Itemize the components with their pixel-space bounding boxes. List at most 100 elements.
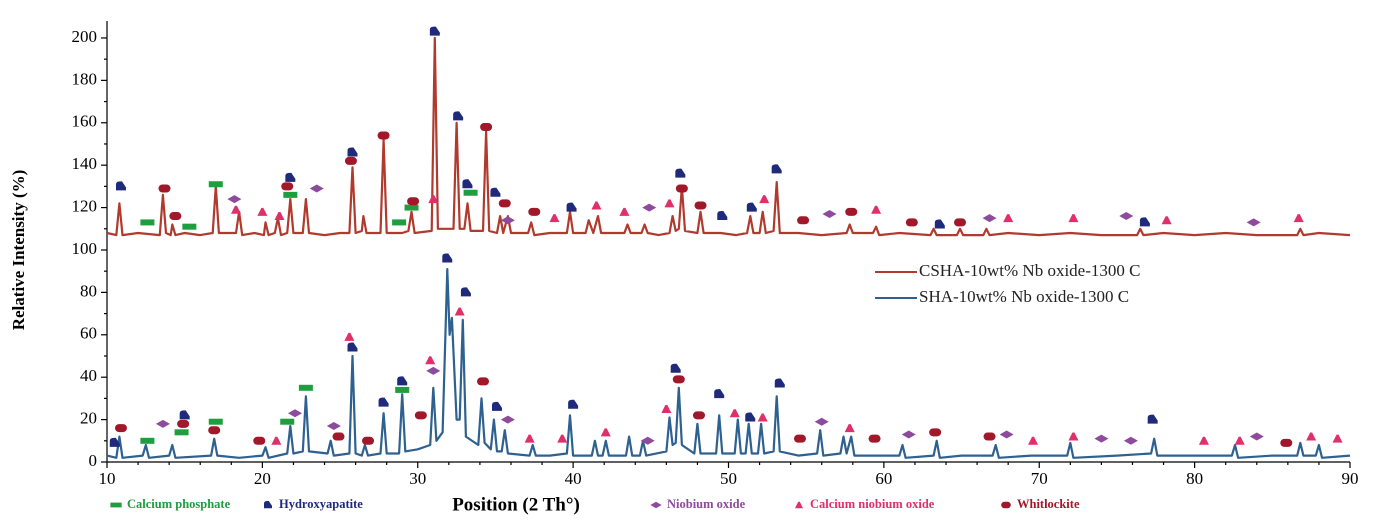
phase-legend-marker	[795, 501, 803, 509]
phase-marker	[549, 214, 560, 223]
y-tick-label: 60	[80, 324, 97, 343]
phase-marker	[454, 307, 465, 316]
phase-marker	[169, 212, 182, 221]
phase-marker	[453, 111, 464, 121]
phase-marker	[672, 375, 685, 384]
phase-marker	[528, 207, 541, 216]
phase-marker	[1147, 414, 1158, 424]
phase-marker	[814, 417, 829, 426]
phase-marker	[999, 430, 1014, 439]
phase-marker	[757, 413, 768, 422]
phase-marker	[414, 411, 427, 420]
x-tick-label: 60	[875, 469, 892, 488]
phase-marker	[1249, 432, 1264, 441]
y-tick-label: 140	[72, 154, 98, 173]
phase-marker	[280, 418, 295, 425]
x-tick-label: 80	[1186, 469, 1203, 488]
phase-marker	[1293, 214, 1304, 223]
x-tick-label: 10	[99, 469, 116, 488]
phase-marker	[1198, 436, 1209, 445]
phase-legend-label: Calcium niobium oxide	[810, 497, 935, 511]
phase-legend-marker	[650, 501, 662, 509]
phase-marker	[480, 123, 493, 132]
phase-marker	[404, 204, 419, 211]
phase-marker	[274, 212, 285, 221]
phase-marker	[155, 419, 170, 428]
phase-marker	[983, 432, 996, 441]
phase-marker	[283, 191, 298, 198]
phase-marker	[797, 216, 810, 225]
phase-marker	[498, 199, 511, 208]
phase-marker	[664, 199, 675, 208]
phase-marker	[566, 202, 577, 212]
phase-marker	[1123, 436, 1138, 445]
y-tick-label: 20	[80, 409, 97, 428]
phase-marker	[1161, 216, 1172, 225]
y-tick-label: 120	[72, 196, 98, 215]
phase-marker	[901, 430, 916, 439]
x-tick-label: 50	[720, 469, 737, 488]
phase-legend-label: Calcium phosphate	[127, 497, 231, 511]
phase-legend-marker	[264, 501, 272, 509]
phase-marker	[208, 418, 223, 425]
phase-marker	[426, 366, 441, 375]
phase-marker	[600, 428, 611, 437]
phase-marker	[745, 412, 756, 422]
phase-marker	[253, 436, 266, 445]
phase-marker	[491, 401, 502, 411]
phase-marker	[477, 377, 490, 386]
phase-marker	[1094, 434, 1109, 443]
y-tick-label: 100	[72, 239, 98, 258]
y-tick-label: 180	[72, 69, 98, 88]
phase-marker	[500, 216, 515, 225]
phase-marker	[109, 437, 120, 447]
phase-marker	[179, 410, 190, 420]
phase-marker	[140, 219, 155, 226]
phase-legend-label: Hydroxyapatite	[279, 497, 363, 511]
phase-marker	[115, 181, 126, 191]
phase-marker	[1068, 432, 1079, 441]
phase-marker	[344, 156, 357, 165]
phase-marker	[500, 415, 515, 424]
phase-marker	[392, 219, 407, 226]
x-tick-label: 70	[1031, 469, 1048, 488]
phase-marker	[670, 363, 681, 373]
phase-legend-label: Niobium oxide	[667, 497, 746, 511]
phase-marker	[271, 436, 282, 445]
phase-marker	[746, 202, 757, 212]
phase-marker	[230, 205, 241, 214]
y-tick-label: 160	[72, 112, 98, 131]
phase-marker	[309, 184, 324, 193]
y-axis-title: Relative Intensity (%)	[9, 170, 28, 331]
phase-marker	[1068, 214, 1079, 223]
phase-marker	[619, 207, 630, 216]
phase-marker	[442, 253, 453, 263]
phase-marker	[428, 195, 439, 204]
phase-marker	[905, 218, 918, 227]
x-tick-label: 20	[254, 469, 271, 488]
phase-marker	[1332, 434, 1343, 443]
phase-marker	[227, 195, 242, 204]
phase-marker	[463, 189, 478, 196]
phase-marker	[462, 179, 473, 189]
phase-marker	[868, 434, 881, 443]
phase-marker	[675, 184, 688, 193]
phase-marker	[460, 287, 471, 297]
phase-marker	[347, 342, 358, 352]
y-tick-label: 80	[80, 281, 97, 300]
phase-marker	[344, 332, 355, 341]
phase-marker	[288, 409, 303, 418]
phase-marker	[717, 211, 728, 221]
phase-marker	[429, 26, 440, 36]
phase-legend-label: Whitlockite	[1017, 497, 1080, 511]
phase-marker	[1139, 217, 1150, 227]
phase-marker	[182, 223, 197, 230]
phase-marker	[177, 419, 190, 428]
x-axis-title: Position (2 Th°)	[452, 494, 580, 515]
phase-marker	[158, 184, 171, 193]
phase-marker	[982, 214, 997, 223]
phase-marker	[929, 428, 942, 437]
phase-marker	[640, 436, 655, 445]
phase-marker	[425, 356, 436, 365]
